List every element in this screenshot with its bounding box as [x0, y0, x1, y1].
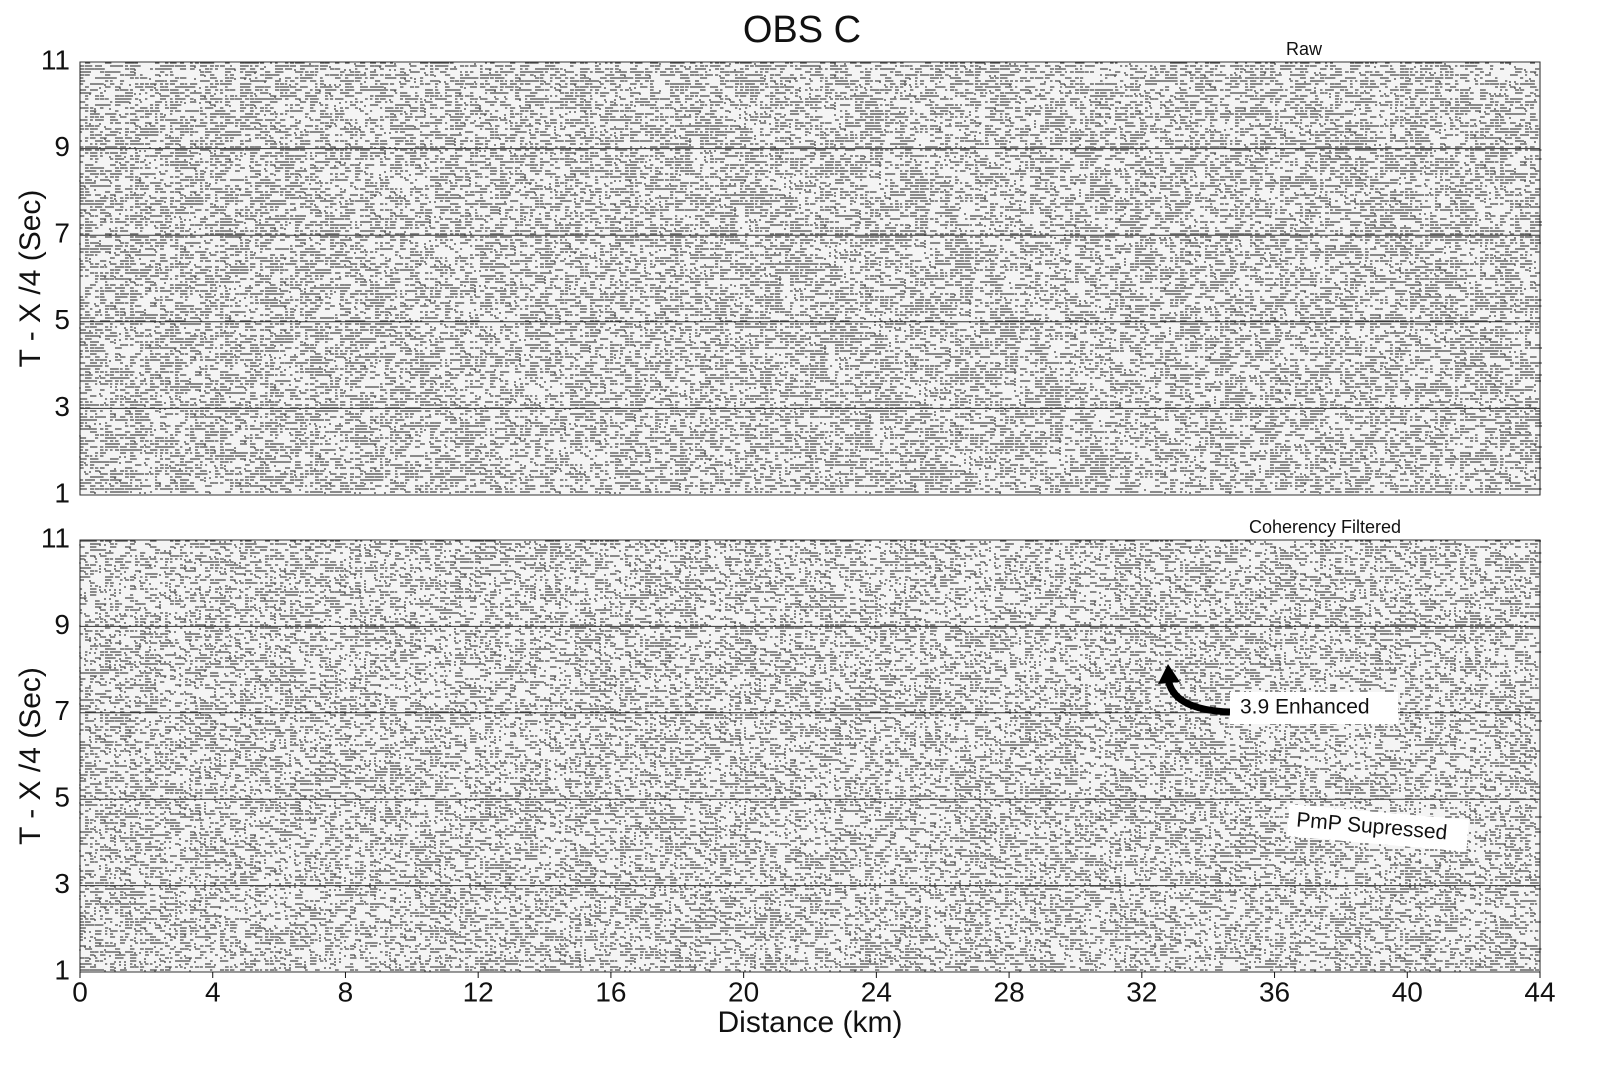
x-tick-label: 0 [72, 976, 88, 1007]
y-tick-label: 5 [54, 304, 70, 335]
x-tick-label: 44 [1524, 976, 1555, 1007]
y-tick-label: 7 [54, 218, 70, 249]
y-tick-label: 5 [54, 782, 70, 813]
panel-label: Raw [1286, 39, 1323, 59]
chart-title: OBS C [743, 9, 861, 51]
y-tick-label: 1 [54, 477, 70, 508]
trace-texture [79, 62, 1542, 494]
y-tick-label: 1 [54, 954, 70, 985]
y-tick-label: 11 [41, 44, 70, 75]
y-tick-label: 9 [54, 609, 70, 640]
y-axis-label: T - X /4 (Sec) [14, 667, 47, 845]
x-tick-label: 20 [728, 976, 759, 1007]
x-tick-label: 12 [463, 976, 494, 1007]
y-tick-label: 7 [54, 695, 70, 726]
annotation-box [1286, 804, 1470, 852]
x-tick-label: 16 [595, 976, 626, 1007]
x-axis-label: Distance (km) [717, 1006, 902, 1039]
annotation: 3.9 Enhanced [1240, 696, 1370, 719]
x-tick-label: 36 [1259, 976, 1290, 1007]
annotation-box [1230, 692, 1398, 724]
y-tick-label: 3 [54, 868, 70, 899]
x-tick-label: 32 [1126, 976, 1157, 1007]
x-tick-label: 24 [861, 976, 892, 1007]
y-tick-label: 3 [54, 391, 70, 422]
y-tick-label: 11 [41, 522, 70, 553]
x-tick-label: 40 [1392, 976, 1423, 1007]
trace-texture [79, 540, 1542, 972]
arrow-head [1158, 664, 1180, 684]
panel-label: Coherency Filtered [1249, 517, 1401, 537]
x-tick-label: 28 [994, 976, 1025, 1007]
annotation-arrow [1164, 677, 1231, 716]
y-axis-label: T - X /4 (Sec) [14, 190, 47, 368]
x-tick-label: 8 [338, 976, 354, 1007]
y-tick-label: 9 [54, 131, 70, 162]
x-tick-label: 4 [205, 976, 221, 1007]
